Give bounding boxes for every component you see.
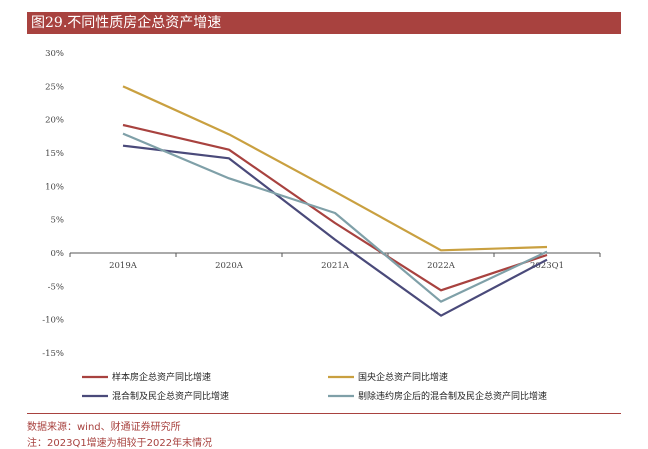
- y-axis-ticks: 30% 25% 20% 15% 10% 5% 0% -5% -10% -15%: [42, 49, 64, 359]
- x-tick-label: 2021A: [321, 261, 350, 271]
- x-tick-label: 2022A: [427, 261, 456, 271]
- series-line-1: [122, 123, 548, 292]
- series-lines: [122, 85, 548, 317]
- x-tick-label: 2020A: [215, 261, 244, 271]
- series-line-3: [122, 144, 548, 317]
- y-tick-label: -5%: [48, 282, 64, 292]
- y-tick-label: 30%: [45, 49, 64, 59]
- x-tick-label: 2019A: [109, 261, 138, 271]
- y-tick-label: 25%: [45, 82, 64, 92]
- legend-label-1: 样本房企总资产同比增速: [112, 371, 211, 383]
- legend-label-3: 混合制及民企总资产同比增速: [112, 390, 229, 402]
- y-tick-label: 5%: [51, 216, 65, 226]
- legend-label-4: 剔除违约房企后的混合制及民企总资产同比增速: [358, 390, 547, 402]
- y-tick-label: 20%: [45, 116, 64, 126]
- series-line-2: [122, 85, 548, 252]
- source-text: 数据来源：wind、财通证券研究所: [27, 422, 181, 433]
- note-text: 注：2023Q1增速为相较于2022年末情况: [27, 438, 213, 449]
- source-divider: [27, 413, 621, 414]
- y-tick-label: 15%: [45, 149, 64, 159]
- y-tick-label: 0%: [51, 249, 65, 259]
- line-chart: 30% 25% 20% 15% 10% 5% 0% -5% -10% -15% 2019A 2020…: [42, 49, 601, 402]
- x-tick-label: 2023Q1: [530, 261, 564, 271]
- legend-label-2: 国央企总资产同比增速: [358, 371, 448, 383]
- x-axis: 2019A 2020A 2021A 2022A 2023Q1: [69, 252, 601, 271]
- y-tick-label: -10%: [42, 316, 64, 326]
- y-tick-label: -15%: [42, 349, 64, 359]
- y-tick-label: 10%: [45, 182, 64, 192]
- figure-title: 图29.不同性质房企总资产增速: [27, 12, 621, 34]
- series-line-4: [122, 132, 548, 303]
